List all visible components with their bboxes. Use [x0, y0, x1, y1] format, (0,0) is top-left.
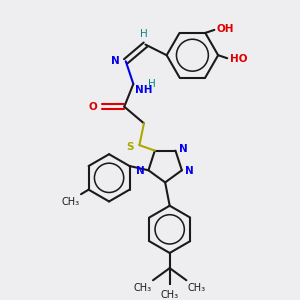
Text: N: N	[111, 56, 120, 66]
Text: CH₃: CH₃	[61, 196, 80, 207]
Text: OH: OH	[217, 24, 234, 34]
Text: O: O	[88, 102, 97, 112]
Text: N: N	[136, 166, 145, 176]
Text: S: S	[126, 142, 134, 152]
Text: CH₃: CH₃	[188, 283, 206, 292]
Text: N: N	[185, 166, 194, 176]
Text: CH₃: CH₃	[160, 290, 179, 300]
Text: N: N	[179, 144, 188, 154]
Text: H: H	[148, 79, 156, 89]
Text: CH₃: CH₃	[134, 283, 152, 292]
Text: NH: NH	[136, 85, 153, 95]
Text: HO: HO	[230, 54, 247, 64]
Text: H: H	[140, 28, 148, 39]
